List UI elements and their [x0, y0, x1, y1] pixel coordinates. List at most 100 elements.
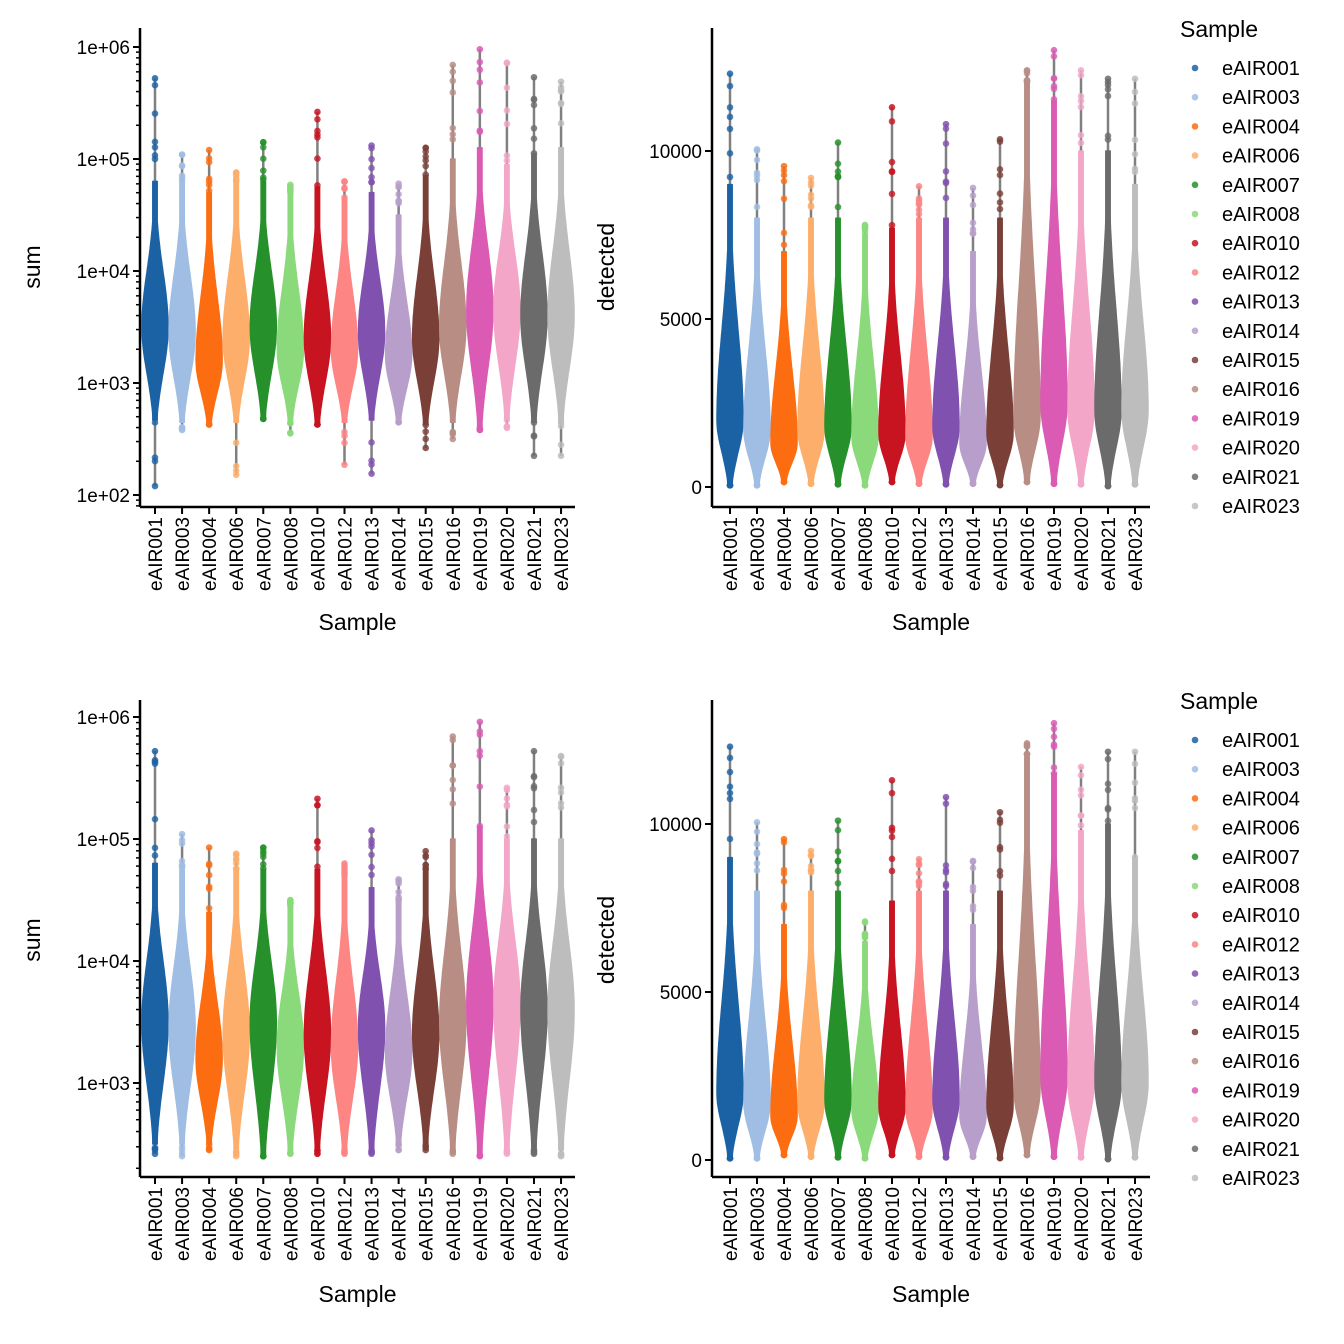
point-outlier	[530, 101, 538, 109]
violin-eAIR012	[905, 182, 933, 487]
violin-eAIR004	[770, 162, 798, 486]
point-max	[205, 844, 213, 851]
legend-label: eAIR023	[1222, 496, 1300, 518]
violin-body	[547, 147, 575, 423]
violin-body	[493, 838, 521, 1151]
point-outlier	[557, 99, 565, 107]
point-outlier	[996, 872, 1004, 879]
x-tick-label: eAIR019	[471, 1187, 492, 1261]
x-tick-label: eAIR015	[991, 517, 1012, 591]
legend-item-eAIR013: eAIR013	[1191, 964, 1300, 986]
legend-key-dot	[1191, 444, 1199, 451]
point-max	[726, 70, 734, 78]
legend-item-eAIR015: eAIR015	[1191, 350, 1300, 372]
legend-key-dot	[1191, 327, 1199, 335]
point-outlier	[476, 107, 484, 115]
point-outlier	[1104, 1155, 1112, 1163]
point-outlier	[205, 871, 213, 879]
point-outlier	[1104, 817, 1112, 825]
point-max	[151, 747, 159, 755]
violin-eAIR006	[222, 169, 250, 479]
x-tick-label: eAIR021	[525, 1187, 546, 1261]
point-outlier	[996, 138, 1004, 145]
y-tick-label: 5000	[660, 310, 702, 331]
legend-label: eAIR014	[1222, 993, 1300, 1015]
violin-eAIR010	[878, 104, 906, 486]
legend-key-dot	[1191, 385, 1199, 393]
point-outlier	[915, 860, 923, 867]
violin-eAIR004	[195, 146, 223, 428]
x-tick-label: eAIR014	[964, 517, 985, 591]
y-tick-label: 1e+05	[77, 150, 130, 171]
point-outlier	[726, 783, 734, 790]
violin-body	[932, 890, 960, 1159]
point-outlier	[942, 140, 950, 147]
x-tick-label: eAIR015	[991, 1187, 1012, 1261]
legend-1: Sample eAIR001 eAIR003 eAIR004 eAIR006 eAIR00…	[1180, 16, 1300, 518]
x-tick-label: eAIR007	[829, 1187, 850, 1261]
violin-eAIR003	[743, 819, 771, 1162]
x-tick-label: eAIR016	[1018, 517, 1039, 591]
point-outlier	[503, 107, 511, 114]
point-outlier	[1077, 71, 1085, 79]
violin-eAIR003	[743, 146, 771, 489]
point-outlier	[834, 173, 842, 181]
point-outlier	[888, 168, 896, 176]
point-outlier	[368, 178, 375, 186]
point-max	[942, 120, 950, 128]
point-outlier	[503, 802, 511, 810]
point-outlier	[1104, 86, 1112, 93]
point-max	[530, 747, 538, 755]
point-max	[996, 808, 1004, 816]
legend-key-dot	[1191, 298, 1199, 305]
violin-eAIR019	[466, 718, 494, 1160]
legend-label: eAIR012	[1222, 262, 1300, 284]
violin-body	[1013, 756, 1041, 1156]
violin-eAIR023	[547, 752, 575, 1160]
violin-eAIR023	[1121, 748, 1149, 1161]
point-outlier	[259, 850, 267, 858]
legend-label: eAIR021	[1222, 467, 1300, 489]
point-outlier	[259, 860, 267, 868]
point-outlier	[726, 1155, 734, 1162]
x-tick-label: eAIR019	[1045, 517, 1066, 591]
point-outlier	[476, 66, 484, 74]
point-outlier	[259, 174, 267, 181]
violin-eAIR021	[1094, 748, 1122, 1163]
point-outlier	[503, 152, 511, 159]
legend-label: eAIR003	[1222, 759, 1300, 781]
legend-key-dot	[1191, 1174, 1199, 1182]
point-outlier	[449, 785, 457, 793]
x-tick-label: eAIR020	[1072, 517, 1093, 591]
legend-label: eAIR016	[1222, 1051, 1300, 1073]
point-outlier	[942, 194, 950, 202]
y-axis-title: sum	[19, 918, 45, 961]
point-outlier	[178, 857, 186, 865]
point-outlier	[395, 190, 402, 198]
violin-body	[905, 890, 933, 1158]
x-tick-label: eAIR007	[829, 517, 850, 591]
point-outlier	[888, 789, 896, 797]
point-outlier	[530, 772, 538, 780]
point-outlier	[205, 187, 213, 195]
point-max	[834, 817, 842, 824]
violin-eAIR006	[797, 847, 825, 1160]
point-outlier	[1104, 786, 1112, 794]
point-outlier	[449, 762, 457, 769]
x-tick-label: eAIR001	[146, 1187, 167, 1261]
violin-body	[466, 826, 494, 1155]
point-outlier	[1050, 85, 1058, 93]
x-tick-label: eAIR012	[910, 1187, 931, 1261]
legend-label: eAIR023	[1222, 1168, 1300, 1190]
panel-4: 10000 5000 0 detected Sample eAIR001 eAIR003 eA…	[593, 700, 1150, 1307]
point-outlier	[996, 166, 1004, 173]
point-outlier	[314, 155, 321, 162]
point-outlier	[807, 480, 815, 487]
legend-key-dot	[1191, 736, 1199, 744]
legend-item-eAIR007: eAIR007	[1191, 847, 1300, 869]
point-outlier	[996, 1154, 1004, 1162]
legend-item-eAIR012: eAIR012	[1191, 934, 1300, 956]
x-tick-label: eAIR001	[146, 517, 167, 591]
point-outlier	[1104, 92, 1112, 100]
